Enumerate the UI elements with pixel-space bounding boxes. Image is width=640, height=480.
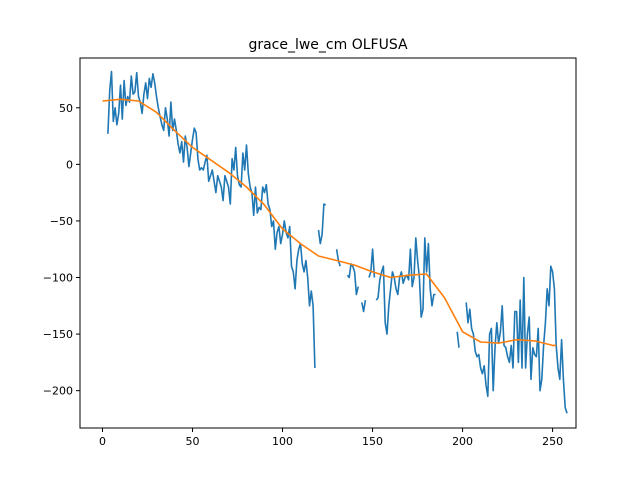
- y-tick-label: −150: [43, 328, 73, 341]
- x-tick-label: 100: [272, 435, 293, 448]
- x-tick-label: 50: [186, 435, 200, 448]
- y-tick-label: −200: [43, 385, 73, 398]
- y-tick-label: −100: [43, 272, 73, 285]
- y-tick-label: 0: [66, 158, 73, 171]
- series-0-line-segment-4: [361, 299, 367, 313]
- x-tick-label: 200: [452, 435, 473, 448]
- plot-area: [102, 70, 568, 414]
- chart-title: grace_lwe_cm OLFUSA: [248, 37, 408, 53]
- series-0-line-segment-5: [368, 248, 376, 278]
- x-tick-label: 250: [542, 435, 563, 448]
- axis-ticks: 0 50 100 150 200 250 −200 −150 −100 −50 0 50: [43, 102, 563, 448]
- series-1-line-segment-0: [102, 98, 557, 347]
- series-0-line-segment-1: [317, 203, 327, 245]
- x-tick-label: 150: [362, 435, 383, 448]
- axes-frame: [79, 57, 577, 429]
- series-0-line-segment-3: [346, 263, 359, 296]
- series-0-line-segment-0: [107, 70, 316, 369]
- series-0-line-segment-8: [465, 265, 568, 414]
- series-0-line-segment-7: [456, 331, 460, 348]
- y-tick-label: −50: [50, 215, 73, 228]
- x-tick-label: 0: [99, 435, 106, 448]
- y-tick-label: 50: [59, 102, 73, 115]
